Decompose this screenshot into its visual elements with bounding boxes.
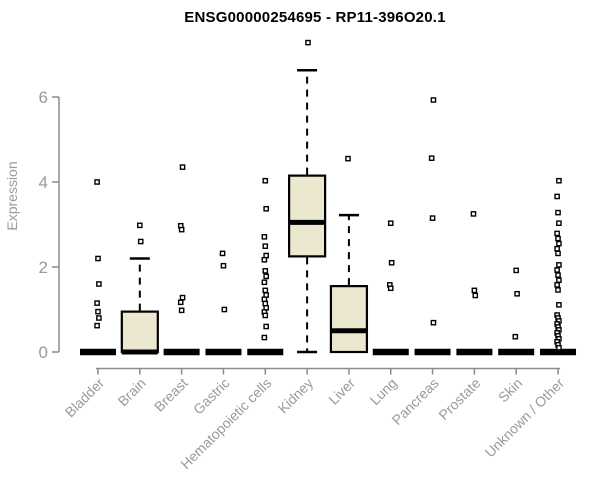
outlier-point — [95, 308, 101, 315]
outlier-point — [554, 245, 560, 252]
outlier-point — [387, 285, 394, 292]
outlier-point — [554, 193, 560, 200]
outlier-point — [263, 205, 269, 212]
outlier-point — [554, 267, 560, 273]
outlier-point — [556, 240, 562, 247]
outlier-point — [221, 306, 228, 313]
outlier-point — [261, 234, 268, 240]
outlier-point — [556, 302, 562, 308]
outlier-point — [430, 319, 437, 326]
outlier-point — [262, 287, 269, 294]
outlier-point — [513, 267, 519, 274]
outlier-point — [94, 322, 100, 329]
x-tick-label: Bladder — [62, 375, 108, 421]
outlier-point — [345, 155, 351, 162]
outlier-point — [94, 179, 100, 185]
outlier-point — [471, 287, 478, 294]
outlier-point — [95, 255, 101, 262]
outlier-point — [179, 164, 186, 170]
outlier-point — [556, 177, 562, 184]
outlier-point — [137, 238, 144, 245]
outlier-point — [94, 300, 100, 306]
outlier-point — [262, 243, 269, 249]
y-tick-label: 2 — [39, 258, 48, 277]
outlier-point — [178, 307, 185, 314]
outlier-point — [262, 177, 269, 184]
outlier-point — [262, 268, 269, 274]
chart-title: ENSG00000254695 - RP11-396O20.1 — [184, 9, 446, 26]
outlier-point — [178, 226, 185, 233]
outlier-point — [387, 220, 394, 227]
outlier-point — [261, 279, 268, 286]
outlier-point — [179, 294, 186, 301]
outlier-point — [388, 259, 395, 266]
outlier-point — [96, 281, 102, 287]
outlier-point — [470, 211, 477, 217]
x-tick-label: Lung — [367, 375, 400, 408]
outlier-point — [429, 215, 436, 221]
x-tick-label: Prostate — [435, 375, 483, 423]
outlier-point — [472, 292, 479, 299]
x-tick-label: Liver — [325, 375, 358, 408]
outlier-point — [554, 230, 560, 237]
outlier-point — [428, 155, 435, 162]
outlier-point — [219, 250, 226, 257]
outlier-point — [96, 315, 102, 321]
outlier-point — [514, 290, 520, 297]
outlier-point — [556, 262, 562, 268]
box — [288, 174, 327, 258]
x-tick-label: Unknown / Other — [482, 375, 568, 461]
outlier-point — [262, 312, 269, 319]
outlier-point — [556, 344, 562, 351]
outlier-point — [512, 333, 519, 340]
outlier-point — [555, 209, 561, 216]
outlier-point — [305, 39, 311, 46]
outlier-point — [556, 277, 562, 283]
outlier-point — [430, 97, 437, 103]
x-tick-label: Kidney — [275, 375, 317, 417]
x-tick-label: Skin — [495, 375, 526, 406]
outlier-point — [263, 323, 269, 330]
x-tick-label: Brain — [115, 375, 149, 409]
y-tick-label: 6 — [39, 88, 48, 107]
outlier-point — [263, 273, 269, 280]
outlier-point — [177, 299, 184, 306]
outlier-point — [554, 282, 560, 288]
outlier-point — [555, 250, 561, 257]
outlier-point — [261, 334, 268, 341]
outlier-point — [137, 222, 143, 229]
outlier-point — [220, 262, 227, 269]
box — [329, 285, 369, 354]
x-tick-label: Breast — [151, 375, 191, 415]
outlier-point — [555, 287, 561, 293]
box — [120, 310, 159, 354]
outlier-point — [556, 220, 562, 227]
y-tick-label: 0 — [39, 343, 48, 362]
outlier-point — [555, 272, 561, 278]
outlier-point — [261, 256, 268, 263]
outlier-point — [555, 235, 561, 242]
y-tick-label: 4 — [39, 173, 48, 192]
